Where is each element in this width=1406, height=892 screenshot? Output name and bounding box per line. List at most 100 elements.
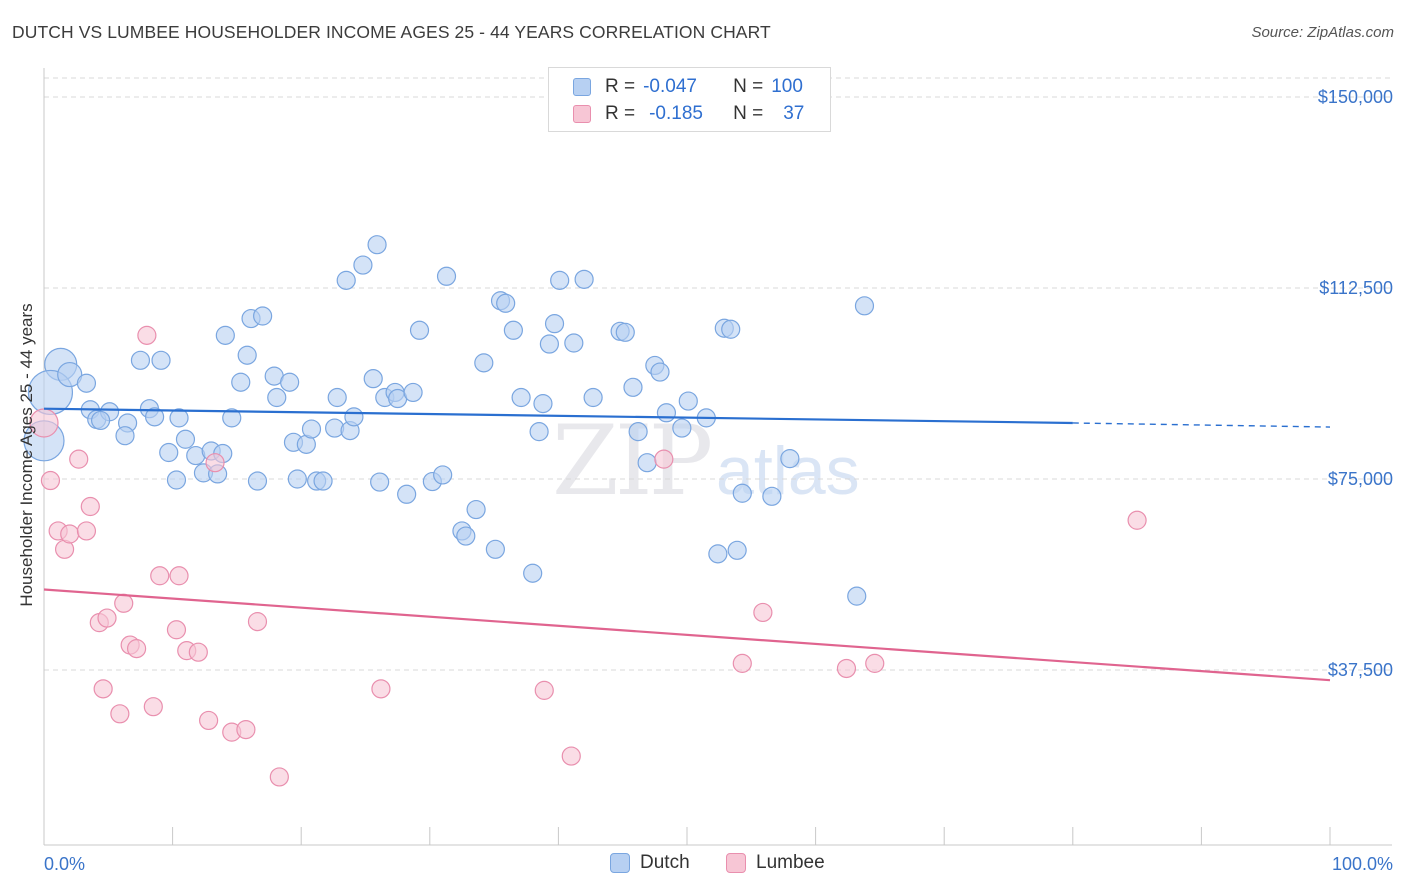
x-tick-label-max: 100.0% bbox=[1332, 854, 1393, 874]
dutch-point bbox=[436, 266, 457, 286]
dutch-point bbox=[166, 470, 187, 490]
lumbee-n-label: N = bbox=[733, 103, 764, 124]
dutch-point bbox=[301, 419, 322, 439]
dutch-point bbox=[159, 442, 179, 463]
dutch-point bbox=[363, 369, 383, 389]
dutch-point bbox=[403, 382, 423, 403]
source-credit: Source: ZipAtlas.com bbox=[1251, 24, 1394, 41]
lumbee-point bbox=[236, 719, 256, 740]
dutch-point bbox=[780, 449, 800, 469]
dutch-point bbox=[533, 394, 553, 414]
lumbee-point bbox=[753, 602, 773, 623]
lumbee-point bbox=[93, 679, 113, 699]
dutch-point bbox=[623, 377, 643, 397]
lumbee-point bbox=[169, 566, 189, 586]
dutch-point bbox=[231, 372, 251, 392]
lumbee-point bbox=[114, 593, 134, 613]
dutch-point bbox=[267, 387, 287, 408]
lumbee-point bbox=[40, 470, 61, 491]
lumbee-swatch bbox=[573, 105, 591, 123]
axis-labels: $37,500 $75,000 $112,500 $150,000 0.0% 100.0%… bbox=[17, 87, 1393, 874]
dutch-point bbox=[353, 255, 373, 275]
dutch-points bbox=[23, 235, 875, 606]
lumbee-point bbox=[371, 679, 391, 699]
dutch-legend-swatch bbox=[610, 853, 630, 873]
dutch-point bbox=[370, 472, 390, 492]
dutch-point bbox=[90, 410, 111, 431]
lumbee-n-value: 37 bbox=[783, 103, 805, 124]
lumbee-points bbox=[29, 325, 1147, 787]
chart-title: DUTCH VS LUMBEE HOUSEHOLDER INCOME AGES … bbox=[12, 22, 771, 42]
lumbee-r-value: -0.185 bbox=[649, 103, 703, 124]
dutch-point bbox=[529, 422, 549, 442]
dutch-point bbox=[485, 539, 505, 559]
lumbee-point bbox=[247, 612, 268, 632]
y-tick-label: $112,500 bbox=[1319, 278, 1393, 298]
y-tick-label: $150,000 bbox=[1318, 87, 1393, 107]
dutch-point bbox=[130, 350, 151, 370]
correlation-legend: R = -0.047 N = 100 R = -0.185 N = 37 bbox=[548, 67, 831, 132]
lumbee-r-label: R = bbox=[605, 103, 636, 124]
lumbee-point bbox=[76, 521, 97, 541]
lumbee-point bbox=[60, 524, 80, 544]
dutch-point bbox=[615, 322, 635, 342]
dutch-trend-line bbox=[43, 407, 1073, 425]
dutch-point bbox=[57, 361, 83, 388]
dutch-point bbox=[511, 387, 531, 408]
dutch-point bbox=[237, 345, 257, 365]
lumbee-point bbox=[188, 642, 208, 662]
y-axis-label: Householder Income Ages 25 - 44 years bbox=[17, 303, 36, 606]
legend-row-dutch: R = -0.047 N = 100 bbox=[573, 75, 803, 99]
dutch-n-value: 100 bbox=[771, 76, 803, 97]
dutch-point bbox=[496, 293, 516, 313]
x-tick-label-min: 0.0% bbox=[44, 854, 85, 874]
dutch-point bbox=[313, 471, 333, 491]
dutch-point bbox=[433, 465, 453, 485]
dutch-n-label: N = bbox=[733, 76, 764, 97]
dutch-point bbox=[175, 429, 196, 449]
dutch-point bbox=[656, 403, 677, 423]
lumbee-point bbox=[269, 767, 289, 787]
legend-row-lumbee: R = -0.185 N = 37 bbox=[573, 102, 804, 126]
lumbee-point bbox=[137, 325, 157, 345]
dutch-point bbox=[144, 407, 165, 427]
trend-lines bbox=[43, 407, 1331, 682]
dutch-point bbox=[474, 353, 494, 373]
dutch-point bbox=[76, 373, 97, 393]
dutch-point bbox=[539, 334, 559, 354]
dutch-point bbox=[151, 350, 171, 370]
dutch-point bbox=[287, 469, 307, 489]
lumbee-point bbox=[865, 653, 885, 673]
dutch-point bbox=[721, 319, 741, 339]
lumbee-point bbox=[126, 639, 147, 659]
lumbee-point bbox=[143, 697, 163, 717]
dutch-point bbox=[336, 270, 356, 290]
dutch-point bbox=[762, 486, 782, 506]
dutch-r-label: R = bbox=[605, 76, 636, 97]
dutch-legend-label: Dutch bbox=[640, 852, 690, 873]
dutch-point bbox=[409, 320, 430, 340]
dutch-point bbox=[637, 453, 657, 473]
dutch-trend-extension bbox=[1072, 422, 1331, 428]
dutch-point bbox=[222, 408, 242, 428]
dutch-point bbox=[456, 526, 476, 546]
legend-item-lumbee: Lumbee bbox=[726, 850, 825, 876]
dutch-point bbox=[523, 563, 543, 583]
dutch-point bbox=[583, 387, 603, 408]
dutch-point bbox=[847, 586, 867, 606]
dutch-swatch bbox=[573, 78, 591, 96]
lumbee-legend-label: Lumbee bbox=[756, 852, 825, 873]
lumbee-trend-line bbox=[43, 588, 1331, 682]
lumbee-point bbox=[80, 496, 100, 517]
dutch-point bbox=[854, 296, 875, 316]
lumbee-point bbox=[199, 710, 219, 731]
dutch-point bbox=[215, 325, 235, 345]
dutch-point bbox=[544, 314, 565, 334]
lumbee-legend-swatch bbox=[726, 853, 746, 873]
lumbee-point bbox=[836, 658, 857, 679]
dutch-point bbox=[672, 418, 692, 438]
dutch-point bbox=[678, 391, 698, 411]
dutch-point bbox=[344, 407, 364, 427]
lumbee-point bbox=[205, 453, 225, 473]
